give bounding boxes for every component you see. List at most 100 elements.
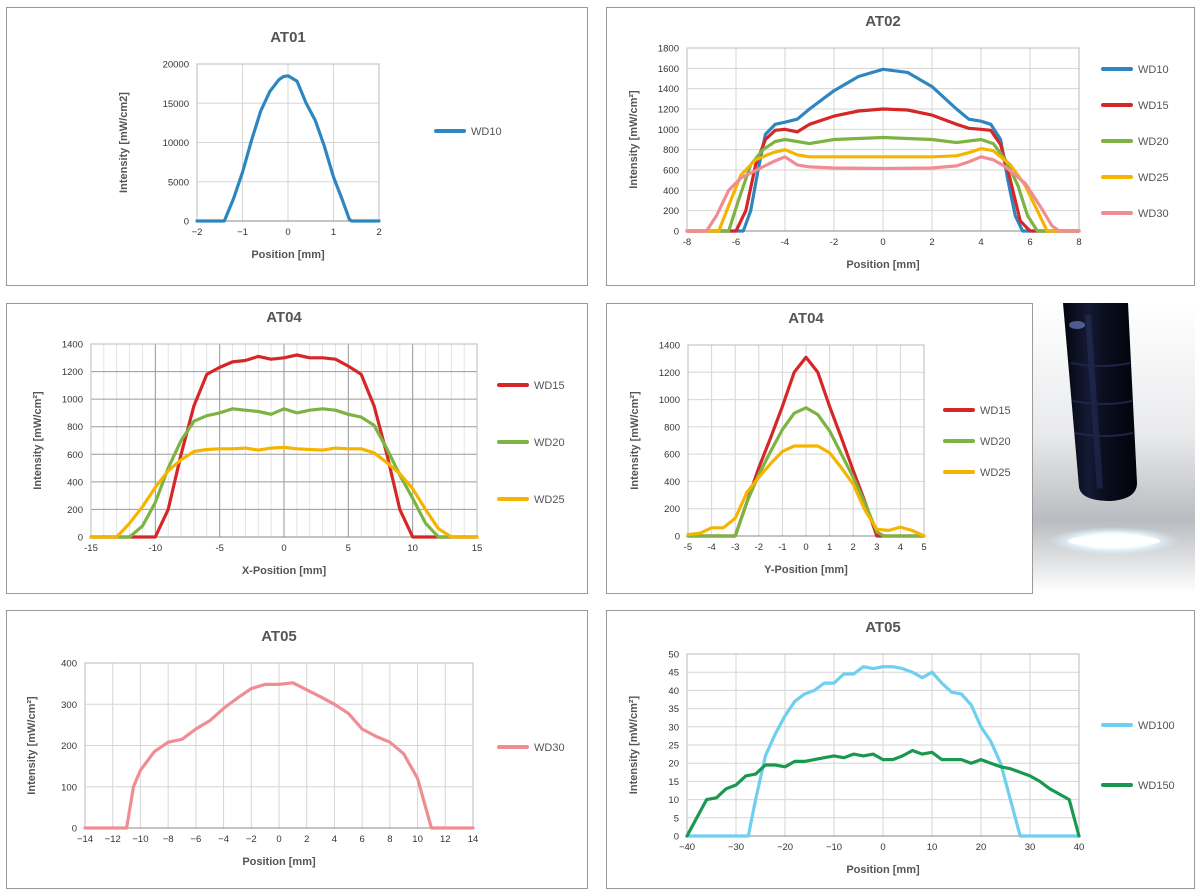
y-tick-label: 5 xyxy=(674,813,679,824)
light-guide-illustration xyxy=(1033,303,1195,593)
chart-at04-x-position: AT04 -15 -10 -5 0 5 10 15 0 200 400 600 800 1000 1200 1… xyxy=(32,309,565,577)
y-tick-label: 1600 xyxy=(658,64,679,75)
y-tick-label: 1000 xyxy=(62,395,83,406)
x-tick-label: −4 xyxy=(218,834,229,845)
y-tick-label: 20 xyxy=(668,759,679,770)
legend-label: WD30 xyxy=(534,742,565,754)
y-tick-label: 800 xyxy=(663,145,679,156)
x-axis-label: X-Position [mm] xyxy=(242,565,327,577)
x-tick-label: −10 xyxy=(132,834,148,845)
x-tick-label: 8 xyxy=(1076,237,1081,248)
y-tick-label: 800 xyxy=(664,422,680,433)
legend: WD30 xyxy=(497,742,565,754)
y-tick-label: 40 xyxy=(668,686,679,697)
legend-label: WD10 xyxy=(1138,64,1169,76)
x-tick-label: 1 xyxy=(827,542,832,553)
series-line-wd25 xyxy=(89,445,479,539)
y-axis-label: Intensity [mW/cm²] xyxy=(629,391,641,490)
x-tick-label: -3 xyxy=(731,542,739,553)
x-tick-label: 8 xyxy=(387,834,392,845)
legend-label: WD15 xyxy=(1138,100,1169,112)
x-tick-label: 6 xyxy=(1027,237,1032,248)
x-tick-label: 5 xyxy=(921,542,926,553)
x-tick-label: −20 xyxy=(777,842,793,853)
gridlines xyxy=(687,344,925,537)
x-tick-label: 6 xyxy=(359,834,364,845)
gridlines xyxy=(84,662,474,829)
x-tick-label: 40 xyxy=(1074,842,1085,853)
y-tick-label: 200 xyxy=(664,504,680,515)
x-tick-label: 0 xyxy=(880,237,885,248)
x-tick-label: 5 xyxy=(346,543,351,554)
y-tick-label: 1400 xyxy=(659,341,680,352)
legend: WD10 xyxy=(434,126,502,138)
series-line-wd30 xyxy=(83,681,475,830)
y-tick-label: 45 xyxy=(668,668,679,679)
series-line-wd15 xyxy=(89,353,479,539)
x-tick-label: −8 xyxy=(163,834,174,845)
x-tick-label: -4 xyxy=(781,237,789,248)
y-tick-label: 0 xyxy=(674,832,679,843)
series-line-wd30 xyxy=(685,155,1081,233)
x-tick-label: -5 xyxy=(684,542,692,553)
y-tick-label: 600 xyxy=(664,450,680,461)
chart-panel-at01: AT01 −2 −1 0 1 2 0 5000 10000 15000 20000 Position … xyxy=(6,7,588,286)
x-tick-label: −10 xyxy=(826,842,842,853)
legend: WD15 WD20 WD25 xyxy=(943,405,1011,479)
legend-label: WD20 xyxy=(1138,136,1169,148)
x-tick-label: 2 xyxy=(376,227,381,238)
chart-panel-at05-wd30: AT05 −14 −12 −10 −8 −6 −4 −2 0 2 4 6 8 10 12 14 0 100 200 3… xyxy=(6,610,588,889)
y-tick-label: 400 xyxy=(67,477,83,488)
x-tick-label: 12 xyxy=(440,834,451,845)
chart-title: AT01 xyxy=(270,29,306,46)
series-line-wd10 xyxy=(195,74,381,223)
chart-title: AT05 xyxy=(865,619,901,636)
y-tick-label: 0 xyxy=(78,533,83,544)
y-tick-label: 1800 xyxy=(658,44,679,55)
legend: WD15 WD20 WD25 xyxy=(497,380,565,506)
x-tick-label: 10 xyxy=(407,543,418,554)
x-tick-label: 15 xyxy=(472,543,483,554)
y-tick-label: 15000 xyxy=(163,99,189,110)
chart-at05-wd30: AT05 −14 −12 −10 −8 −6 −4 −2 0 2 4 6 8 10 12 14 0 100 200 3… xyxy=(26,628,565,868)
y-axis-label: Intensity [mW/cm²] xyxy=(26,696,38,795)
legend-label: WD25 xyxy=(534,494,565,506)
x-tick-label: −12 xyxy=(105,834,121,845)
x-tick-label: 30 xyxy=(1025,842,1036,853)
chart-title: AT02 xyxy=(865,13,901,30)
x-tick-label: 0 xyxy=(285,227,290,238)
y-tick-label: 1200 xyxy=(62,367,83,378)
y-tick-label: 1200 xyxy=(658,105,679,116)
x-tick-label: −2 xyxy=(192,227,203,238)
chart-at01: AT01 −2 −1 0 1 2 0 5000 10000 15000 20000 Position … xyxy=(118,29,502,261)
x-tick-label: 0 xyxy=(880,842,885,853)
y-tick-label: 200 xyxy=(663,206,679,217)
y-tick-label: 15 xyxy=(668,777,679,788)
x-axis-label: Position [mm] xyxy=(846,864,920,876)
y-tick-label: 5000 xyxy=(168,177,189,188)
light-guide-photo xyxy=(1033,303,1195,593)
y-tick-label: 400 xyxy=(61,659,77,670)
x-tick-label: -15 xyxy=(84,543,98,554)
legend-label: WD15 xyxy=(534,380,565,392)
legend-label: WD150 xyxy=(1138,780,1175,792)
legend-label: WD100 xyxy=(1138,720,1175,732)
legend-label: WD15 xyxy=(980,405,1011,417)
y-tick-label: 1400 xyxy=(62,340,83,351)
y-tick-label: 50 xyxy=(668,650,679,661)
y-tick-label: 600 xyxy=(67,450,83,461)
y-tick-label: 25 xyxy=(668,741,679,752)
x-tick-label: −40 xyxy=(679,842,695,853)
x-tick-label: 1 xyxy=(331,227,336,238)
x-tick-label: -6 xyxy=(732,237,740,248)
x-tick-label: 20 xyxy=(976,842,987,853)
chart-title: AT04 xyxy=(266,309,302,326)
series-line-wd100 xyxy=(685,665,1081,838)
y-tick-label: 1400 xyxy=(658,84,679,95)
x-tick-label: 4 xyxy=(898,542,903,553)
x-tick-label: -1 xyxy=(778,542,786,553)
x-tick-label: 14 xyxy=(468,834,479,845)
y-tick-label: 400 xyxy=(663,186,679,197)
y-tick-label: 200 xyxy=(67,505,83,516)
y-tick-label: 100 xyxy=(61,782,77,793)
